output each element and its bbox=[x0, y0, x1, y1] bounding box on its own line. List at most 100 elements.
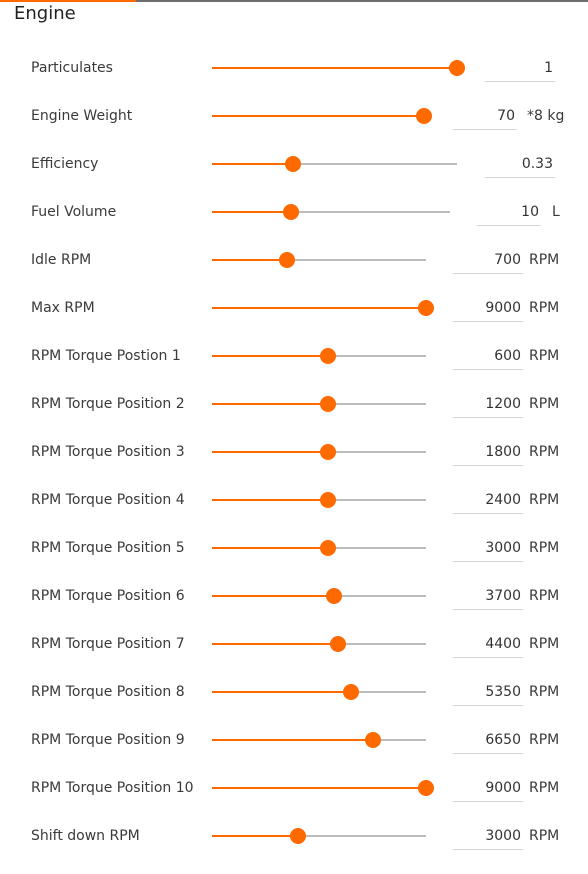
setting-unit: RPM bbox=[529, 300, 560, 316]
setting-unit: RPM bbox=[529, 684, 560, 700]
setting-row: RPM Torque Position 8 RPM bbox=[0, 678, 588, 730]
setting-label: Shift down RPM bbox=[31, 828, 140, 844]
setting-slider[interactable] bbox=[212, 540, 426, 556]
setting-unit: *8 kg bbox=[527, 108, 565, 124]
setting-row: Engine Weight *8 kg bbox=[0, 102, 588, 154]
setting-row: RPM Torque Position 9 RPM bbox=[0, 726, 588, 778]
setting-row: Max RPM RPM bbox=[0, 294, 588, 346]
slider-thumb[interactable] bbox=[282, 204, 299, 220]
slider-thumb[interactable] bbox=[319, 396, 336, 412]
setting-value-input[interactable] bbox=[453, 438, 523, 466]
setting-value-input[interactable] bbox=[453, 390, 523, 418]
slider-thumb[interactable] bbox=[343, 684, 360, 700]
setting-label: Efficiency bbox=[31, 156, 99, 172]
setting-unit: RPM bbox=[529, 492, 560, 508]
setting-label: Max RPM bbox=[31, 300, 95, 316]
setting-row: RPM Torque Position 3 RPM bbox=[0, 438, 588, 490]
active-tab-indicator bbox=[0, 0, 136, 2]
slider-thumb[interactable] bbox=[284, 156, 301, 172]
setting-unit: RPM bbox=[529, 636, 560, 652]
slider-thumb[interactable] bbox=[319, 492, 336, 508]
setting-label: RPM Torque Position 7 bbox=[31, 636, 185, 652]
setting-row: RPM Torque Position 4 RPM bbox=[0, 486, 588, 538]
setting-label: RPM Torque Position 9 bbox=[31, 732, 185, 748]
setting-value-input[interactable] bbox=[453, 582, 523, 610]
slider-fill bbox=[212, 451, 328, 453]
setting-value-input[interactable] bbox=[453, 486, 523, 514]
setting-value-input[interactable] bbox=[453, 102, 517, 130]
slider-thumb[interactable] bbox=[289, 828, 306, 844]
setting-slider[interactable] bbox=[212, 300, 434, 316]
setting-value-input[interactable] bbox=[453, 342, 523, 370]
setting-value-input[interactable] bbox=[453, 678, 523, 706]
setting-slider[interactable] bbox=[212, 156, 457, 172]
slider-thumb[interactable] bbox=[418, 300, 434, 316]
slider-thumb[interactable] bbox=[319, 348, 336, 364]
setting-unit: RPM bbox=[529, 828, 560, 844]
setting-label: RPM Torque Position 5 bbox=[31, 540, 185, 556]
setting-label: RPM Torque Position 6 bbox=[31, 588, 185, 604]
setting-row: Idle RPM RPM bbox=[0, 246, 588, 298]
setting-row: RPM Torque Position 2 RPM bbox=[0, 390, 588, 442]
setting-label: RPM Torque Position 2 bbox=[31, 396, 185, 412]
setting-value-input[interactable] bbox=[453, 774, 523, 802]
slider-fill bbox=[212, 643, 339, 645]
setting-value-input[interactable] bbox=[453, 246, 523, 274]
setting-value-input[interactable] bbox=[477, 198, 541, 226]
slider-thumb[interactable] bbox=[319, 444, 336, 460]
setting-slider[interactable] bbox=[212, 396, 426, 412]
setting-value-input[interactable] bbox=[453, 630, 523, 658]
setting-unit: RPM bbox=[529, 732, 560, 748]
setting-row: RPM Torque Position 7 RPM bbox=[0, 630, 588, 682]
setting-slider[interactable] bbox=[212, 732, 426, 748]
setting-value-input[interactable] bbox=[453, 822, 523, 850]
setting-slider[interactable] bbox=[212, 828, 426, 844]
slider-fill bbox=[212, 499, 328, 501]
setting-unit: RPM bbox=[529, 252, 560, 268]
slider-thumb[interactable] bbox=[325, 588, 342, 604]
slider-fill bbox=[212, 355, 328, 357]
setting-slider[interactable] bbox=[212, 684, 426, 700]
setting-label: Particulates bbox=[31, 60, 113, 76]
slider-thumb[interactable] bbox=[319, 540, 336, 556]
setting-slider[interactable] bbox=[212, 636, 426, 652]
slider-thumb[interactable] bbox=[278, 252, 295, 268]
slider-fill bbox=[212, 67, 457, 69]
setting-value-input[interactable] bbox=[453, 294, 523, 322]
setting-slider[interactable] bbox=[212, 252, 426, 268]
slider-fill bbox=[212, 787, 426, 789]
setting-value-input[interactable] bbox=[485, 150, 555, 178]
setting-row: Fuel Volume L bbox=[0, 198, 588, 250]
setting-label: RPM Torque Position 8 bbox=[31, 684, 185, 700]
setting-row: RPM Torque Position 5 RPM bbox=[0, 534, 588, 586]
setting-label: RPM Torque Position 3 bbox=[31, 444, 185, 460]
setting-value-input[interactable] bbox=[485, 54, 555, 82]
setting-row: RPM Torque Position 6 RPM bbox=[0, 582, 588, 634]
setting-unit: RPM bbox=[529, 540, 560, 556]
setting-slider[interactable] bbox=[212, 780, 434, 796]
setting-unit: RPM bbox=[529, 348, 560, 364]
setting-slider[interactable] bbox=[212, 348, 426, 364]
setting-unit: RPM bbox=[529, 588, 560, 604]
slider-fill bbox=[212, 115, 424, 117]
slider-fill bbox=[212, 259, 287, 261]
slider-thumb[interactable] bbox=[449, 60, 465, 76]
setting-row: RPM Torque Postion 1 RPM bbox=[0, 342, 588, 394]
slider-thumb[interactable] bbox=[418, 780, 434, 796]
setting-slider[interactable] bbox=[212, 108, 432, 124]
slider-thumb[interactable] bbox=[364, 732, 381, 748]
setting-value-input[interactable] bbox=[453, 726, 523, 754]
slider-thumb[interactable] bbox=[416, 108, 432, 124]
setting-slider[interactable] bbox=[212, 492, 426, 508]
setting-slider[interactable] bbox=[212, 60, 465, 76]
top-border bbox=[0, 0, 588, 2]
slider-thumb[interactable] bbox=[330, 636, 347, 652]
setting-slider[interactable] bbox=[212, 204, 450, 220]
setting-slider[interactable] bbox=[212, 444, 426, 460]
setting-value-input[interactable] bbox=[453, 534, 523, 562]
setting-row: Shift down RPM RPM bbox=[0, 822, 588, 874]
setting-label: RPM Torque Postion 1 bbox=[31, 348, 181, 364]
setting-slider[interactable] bbox=[212, 588, 426, 604]
setting-label: Fuel Volume bbox=[31, 204, 117, 220]
setting-row: Particulates bbox=[0, 54, 588, 106]
